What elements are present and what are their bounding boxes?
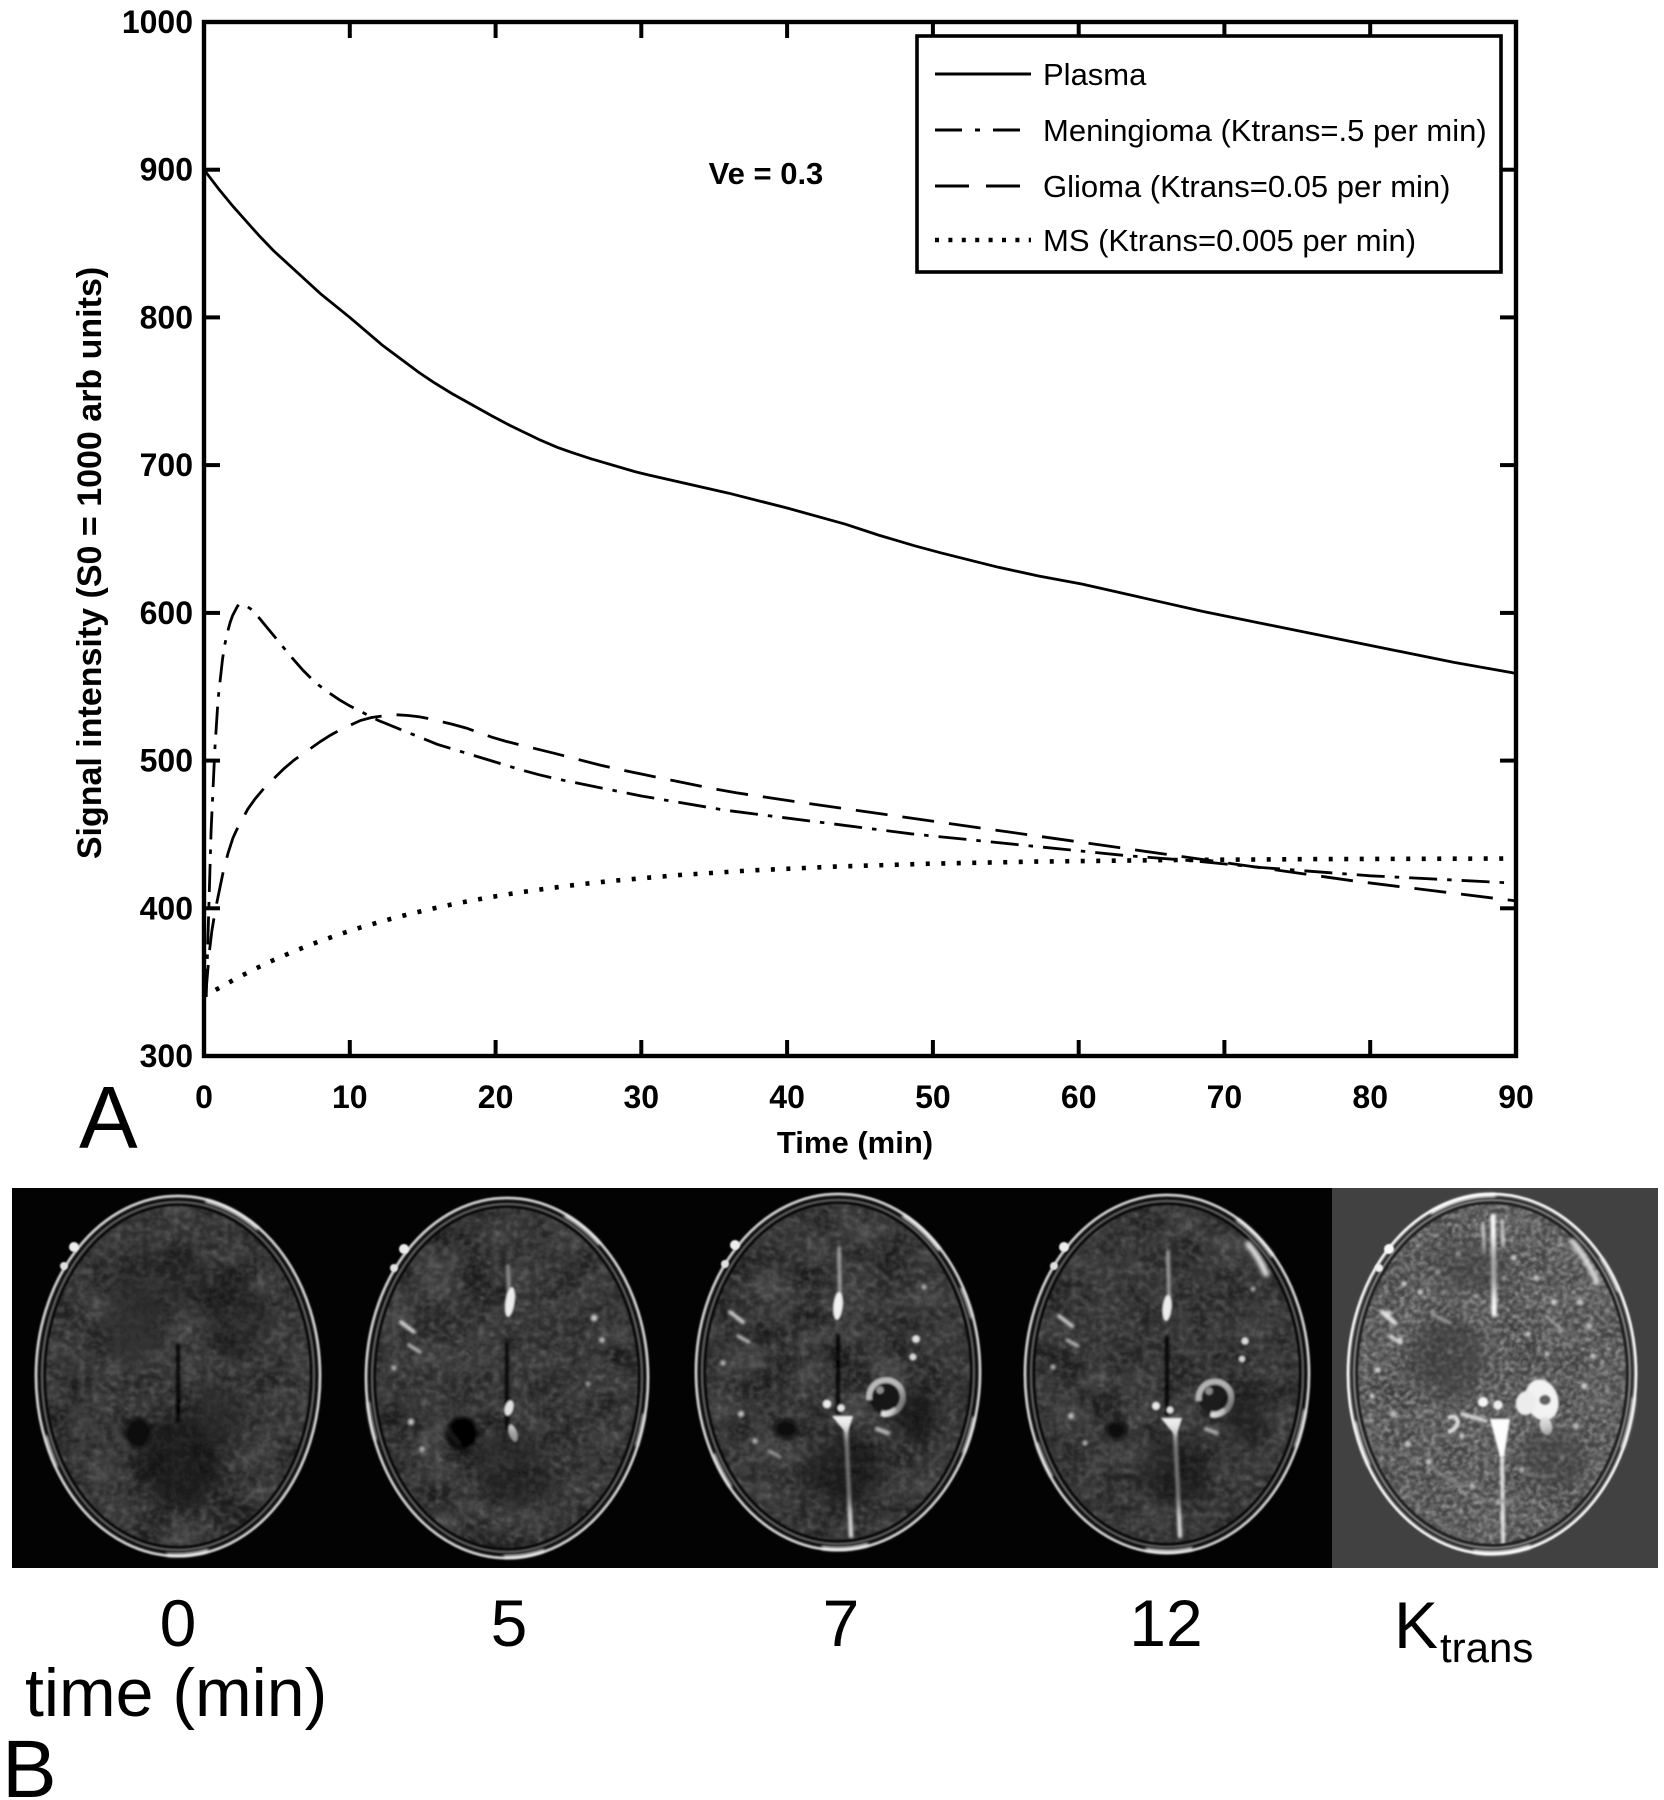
svg-text:0: 0 <box>195 1079 213 1115</box>
svg-text:12: 12 <box>1129 1586 1202 1660</box>
svg-text:500: 500 <box>140 743 193 779</box>
svg-text:300: 300 <box>140 1038 193 1074</box>
svg-text:50: 50 <box>915 1079 951 1115</box>
svg-text:90: 90 <box>1498 1079 1534 1115</box>
svg-text:Glioma (Ktrans=0.05 per min): Glioma (Ktrans=0.05 per min) <box>1043 169 1450 204</box>
svg-text:Signal intensity (S0 = 1000 ar: Signal intensity (S0 = 1000 arb units) <box>71 267 109 859</box>
svg-text:600: 600 <box>140 595 193 631</box>
svg-text:5: 5 <box>491 1586 528 1660</box>
svg-text:K: K <box>1394 1588 1438 1662</box>
svg-text:60: 60 <box>1061 1079 1097 1115</box>
svg-text:800: 800 <box>140 299 193 335</box>
svg-text:time (min): time (min) <box>25 1655 327 1731</box>
svg-text:MS (Ktrans=0.005 per min): MS (Ktrans=0.005 per min) <box>1043 223 1416 258</box>
svg-text:400: 400 <box>140 890 193 926</box>
svg-text:A: A <box>79 1068 138 1167</box>
svg-text:30: 30 <box>624 1079 660 1115</box>
svg-text:trans: trans <box>1440 1624 1533 1671</box>
svg-text:40: 40 <box>769 1079 805 1115</box>
svg-text:700: 700 <box>140 447 193 483</box>
svg-text:0: 0 <box>160 1586 197 1660</box>
svg-text:70: 70 <box>1207 1079 1243 1115</box>
svg-text:80: 80 <box>1352 1079 1388 1115</box>
svg-text:Meningioma (Ktrans=.5 per min): Meningioma (Ktrans=.5 per min) <box>1043 113 1487 148</box>
svg-text:10: 10 <box>332 1079 368 1115</box>
svg-text:Ve = 0.3: Ve = 0.3 <box>709 156 824 191</box>
svg-text:1000: 1000 <box>122 4 193 40</box>
svg-text:Plasma: Plasma <box>1043 57 1147 92</box>
svg-text:900: 900 <box>140 152 193 188</box>
svg-text:20: 20 <box>478 1079 514 1115</box>
svg-text:B: B <box>2 1724 57 1800</box>
svg-text:Time (min): Time (min) <box>777 1125 933 1160</box>
svg-text:7: 7 <box>823 1586 860 1660</box>
